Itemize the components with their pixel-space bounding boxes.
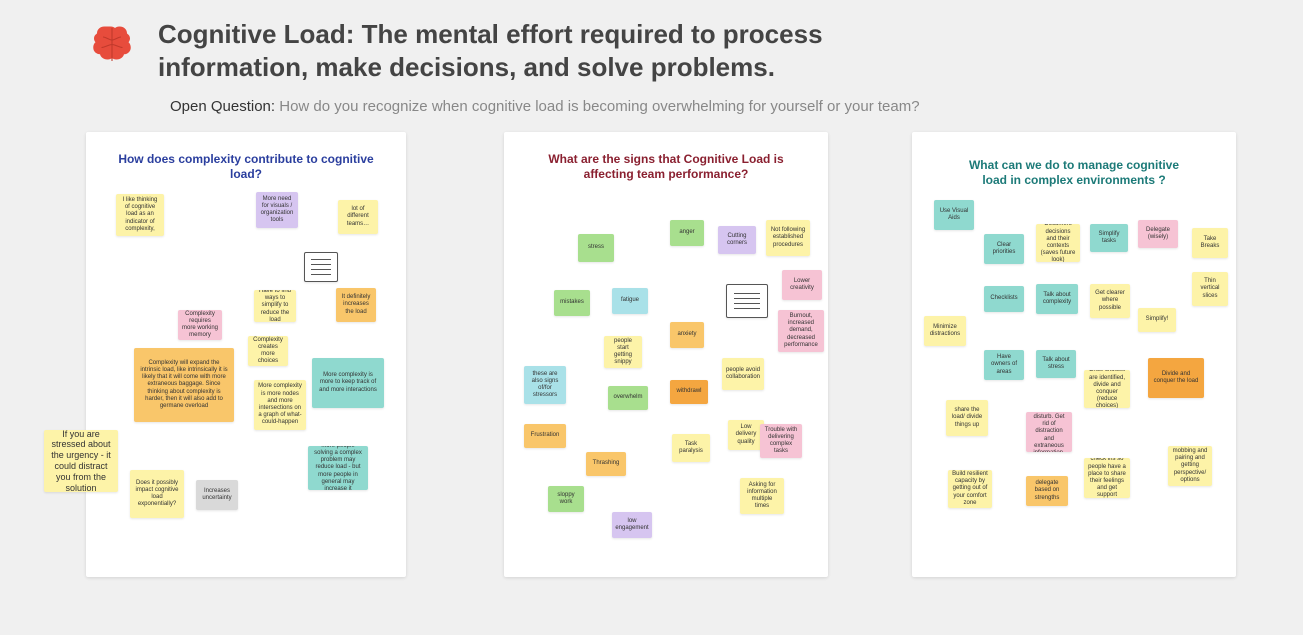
sticky-note[interactable]: mistakes (554, 290, 590, 316)
board-title: What are the signs that Cognitive Load i… (544, 152, 788, 182)
boards-area: How does complexity contribute to cognit… (0, 132, 1303, 612)
sticky-note[interactable]: Thrashing (586, 452, 626, 476)
sticky-note[interactable]: Use Visual Aids (934, 200, 974, 230)
page-header: Cognitive Load: The mental effort requir… (88, 18, 858, 83)
sticky-note[interactable]: people avoid collaboration (722, 358, 764, 390)
sticky-note[interactable]: Increases uncertainty (196, 480, 238, 510)
sticky-note[interactable]: Simplify! (1138, 308, 1176, 332)
board-title: What can we do to manage cognitive load … (962, 158, 1186, 188)
sticky-note[interactable]: Have to find ways to simplify to reduce … (254, 290, 296, 322)
sticky-note[interactable]: Talk about stress (1036, 350, 1076, 378)
sticky-note[interactable]: stress (578, 234, 614, 262)
sticky-note[interactable]: Trouble with delivering complex tasks (760, 424, 802, 458)
board-b1: How does complexity contribute to cognit… (86, 132, 406, 577)
sticky-note[interactable]: anger (670, 220, 704, 246)
open-question: Open Question: How do you recognize when… (170, 98, 920, 115)
open-question-text: How do you recognize when cognitive load… (279, 98, 919, 115)
sticky-note[interactable]: Start with check ins so people have a pl… (1084, 458, 1130, 498)
sticky-note[interactable]: Burnout, increased demand, decreased per… (778, 310, 824, 352)
sticky-note[interactable]: Checklists (984, 286, 1024, 312)
lined-card[interactable] (304, 252, 338, 282)
sticky-note[interactable]: More complexity is more nodes and more i… (254, 380, 306, 430)
sticky-note[interactable]: Build resilient capacity by getting out … (948, 470, 992, 508)
sticky-note[interactable]: Take Breaks (1192, 228, 1228, 258)
sticky-note[interactable]: Divide and conquer the load (1148, 358, 1204, 398)
sticky-note[interactable]: Delegate (wisely) (1138, 220, 1178, 248)
board-b2: What are the signs that Cognitive Load i… (504, 132, 828, 577)
board-b3: What can we do to manage cognitive load … (912, 132, 1236, 577)
sticky-note[interactable]: It definitely increases the load (336, 288, 376, 322)
sticky-note[interactable]: Minimize distractions (924, 316, 966, 346)
brain-icon (88, 22, 136, 70)
sticky-note[interactable]: Simplify tasks (1090, 224, 1128, 252)
sticky-note[interactable]: Complexity will expand the intrinsic loa… (134, 348, 234, 422)
sticky-note[interactable]: fatigue (612, 288, 648, 314)
sticky-note[interactable]: anxiety (670, 322, 704, 348)
lined-card[interactable] (726, 284, 768, 318)
sticky-note[interactable]: mobbing and pairing and getting perspect… (1168, 446, 1212, 486)
sticky-note[interactable]: More complexity is more to keep track of… (312, 358, 384, 408)
sticky-note[interactable]: Talk about complexity (1036, 284, 1078, 314)
open-question-label: Open Question: (170, 98, 279, 115)
sticky-note[interactable]: Task paralysis (672, 434, 710, 462)
sticky-note[interactable]: share the load/ divide things up (946, 400, 988, 436)
sticky-note[interactable]: Get clearer where possible (1090, 284, 1130, 318)
sticky-note[interactable]: Thin vertical slices (1192, 272, 1228, 306)
sticky-note[interactable]: Frustration (524, 424, 566, 448)
sticky-note[interactable]: Once choices are identified, divide and … (1084, 370, 1130, 408)
sticky-note[interactable]: people start getting snippy (604, 336, 642, 368)
sticky-note[interactable]: I like thinking of cognitive load as an … (116, 194, 164, 236)
sticky-note[interactable]: Have owners of areas (984, 350, 1024, 380)
sticky-note[interactable]: low engagement (612, 512, 652, 538)
sticky-note[interactable]: Complexity requires more working memory (178, 310, 222, 340)
sticky-note[interactable]: Cutting corners (718, 226, 756, 254)
sticky-note[interactable]: If you are stressed about the urgency - … (44, 430, 118, 492)
sticky-note[interactable]: withdrawl (670, 380, 708, 404)
sticky-note[interactable]: sloppy work (548, 486, 584, 512)
sticky-note[interactable]: Not following established procedures (766, 220, 810, 256)
sticky-note[interactable]: Asking for information multiple times (740, 478, 784, 514)
sticky-note[interactable]: Does it possibly impact cognitive load e… (130, 470, 184, 518)
sticky-note[interactable]: more people solving a complex problem ma… (308, 446, 368, 490)
sticky-note[interactable]: Document decisions and their contexts (s… (1036, 224, 1080, 262)
sticky-note[interactable]: overwhelm (608, 386, 648, 410)
sticky-note[interactable]: these are also signs of/for stressors (524, 366, 566, 404)
board-title: How does complexity contribute to cognit… (106, 152, 386, 182)
sticky-note[interactable]: Do not disturb. Get rid of distraction a… (1026, 412, 1072, 452)
sticky-note[interactable]: Low delivery quality (728, 420, 764, 450)
sticky-note[interactable]: Complexity creates more choices (248, 336, 288, 366)
page-title: Cognitive Load: The mental effort requir… (158, 18, 858, 83)
sticky-note[interactable]: Clear priorities (984, 234, 1024, 264)
sticky-note[interactable]: delegate based on strengths (1026, 476, 1068, 506)
sticky-note[interactable]: Lower creativity (782, 270, 822, 300)
sticky-note[interactable]: More need for visuals / organization too… (256, 192, 298, 228)
sticky-note[interactable]: lot of different teams… (338, 200, 378, 234)
